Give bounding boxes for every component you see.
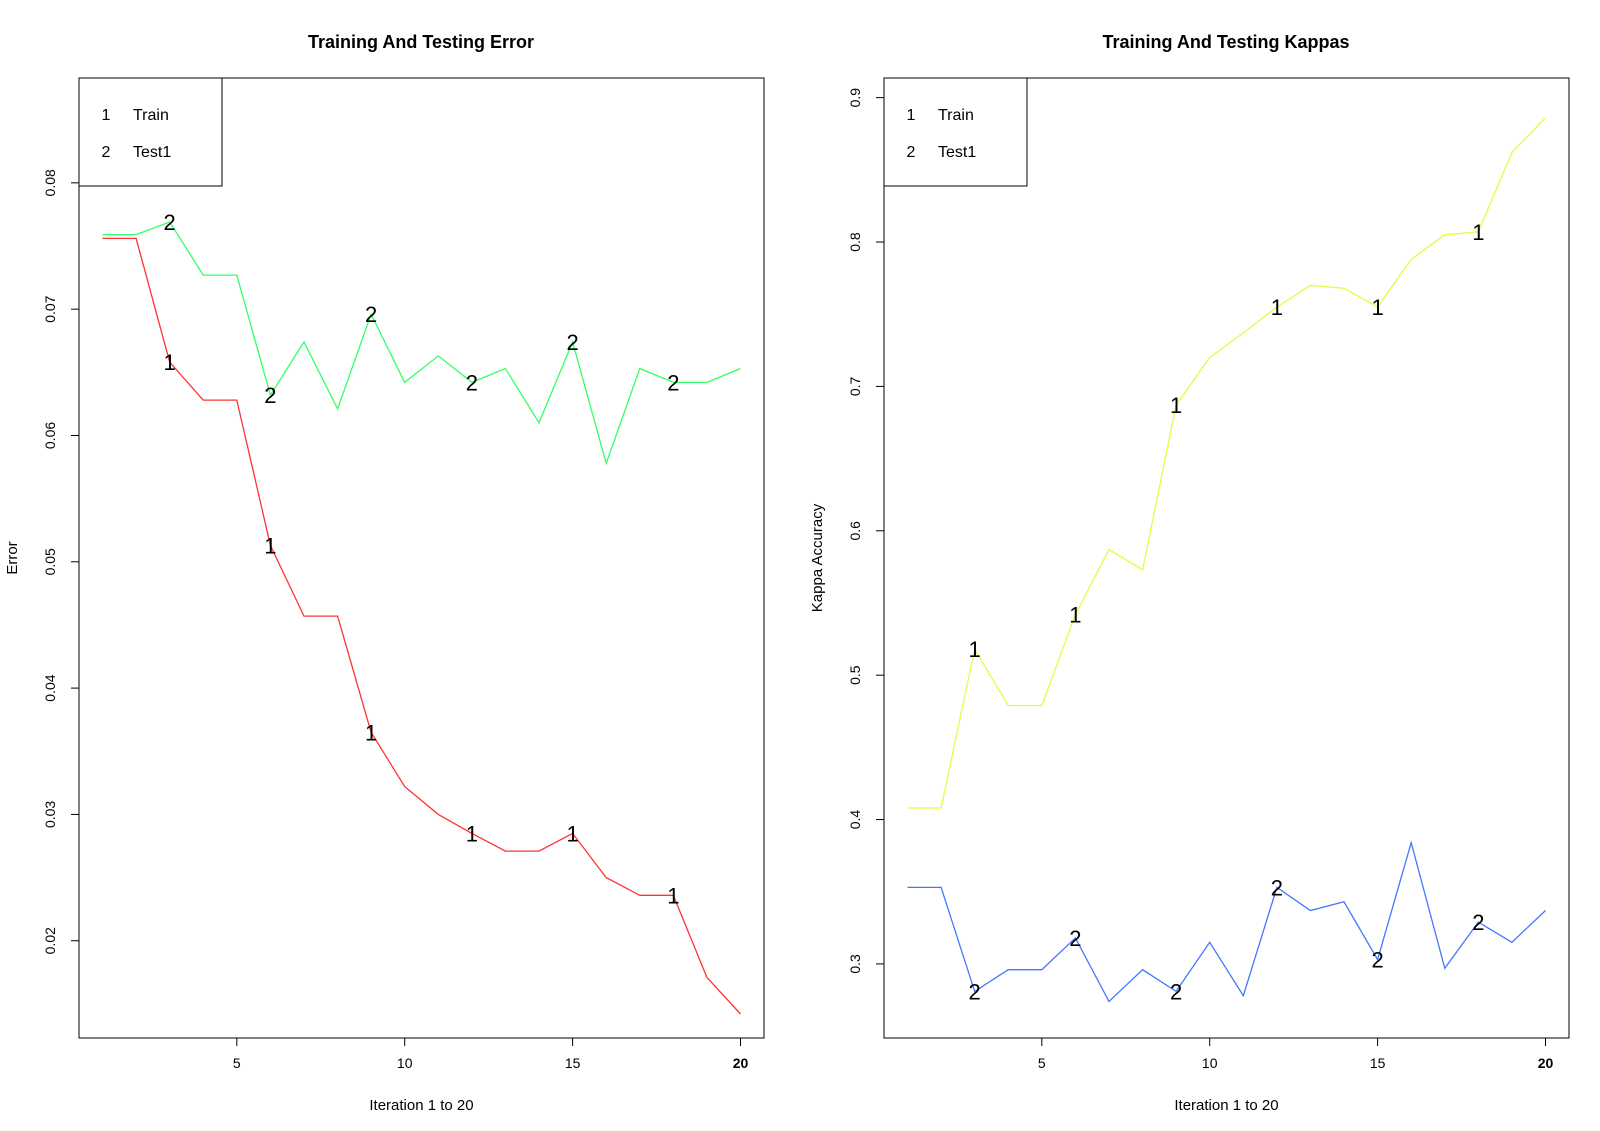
error-chart-panel: Training And Testing Error 5 10 15 20 0.02 0.0… <box>4 32 765 1114</box>
kappa-x-tick-label: 15 <box>1370 1055 1386 1071</box>
error-chart-title: Training And Testing Error <box>308 32 534 52</box>
kappa-series-1-point-marker: 1 <box>1069 603 1081 628</box>
kappa-series-1-point-marker: 1 <box>1170 393 1182 418</box>
error-x-tick-label: 5 <box>233 1055 241 1071</box>
kappa-series-1-point-marker: 1 <box>1271 295 1283 320</box>
kappa-series-1-point-marker: 1 <box>969 637 981 662</box>
error-y-tick-label: 0.05 <box>42 548 58 575</box>
error-y-tick-label: 0.03 <box>42 801 58 828</box>
kappa-y-tick-label: 0.6 <box>847 521 863 541</box>
kappa-y-tick-label: 0.3 <box>847 954 863 974</box>
error-series-2-point-marker: 2 <box>566 330 578 355</box>
error-x-tick-label: 10 <box>397 1055 413 1071</box>
error-series-1-point-marker: 1 <box>466 821 478 846</box>
error-series-1-point-marker: 1 <box>264 533 276 558</box>
error-series-2-line <box>102 221 741 466</box>
kappa-legend-label: Train <box>938 107 974 124</box>
kappa-x-tick-label: 10 <box>1202 1055 1218 1071</box>
kappa-series-2-point-marker: 2 <box>969 979 981 1004</box>
kappa-x-tick-label: 5 <box>1038 1055 1046 1071</box>
error-series-1-point-marker: 1 <box>365 720 377 745</box>
kappa-series-1-point-marker: 1 <box>1371 295 1383 320</box>
error-x-tick-label: 15 <box>565 1055 581 1071</box>
error-x-axis-label: Iteration 1 to 20 <box>369 1097 473 1114</box>
error-legend-box <box>78 77 223 187</box>
kappa-series-2-point-marker: 2 <box>1472 910 1484 935</box>
kappa-series-1-line <box>907 117 1546 809</box>
kappa-chart-title: Training And Testing Kappas <box>1102 32 1349 52</box>
error-legend-symbol: 1 <box>102 107 111 124</box>
kappa-legend-box <box>883 77 1028 187</box>
kappa-legend-label: Test1 <box>938 144 976 161</box>
kappa-legend-symbol: 1 <box>907 107 916 124</box>
error-y-tick-label: 0.04 <box>42 674 58 701</box>
kappa-y-tick-label: 0.5 <box>847 665 863 685</box>
error-series-2-point-marker: 2 <box>164 210 176 235</box>
error-y-tick-label: 0.07 <box>42 295 58 322</box>
kappa-series-2-point-marker: 2 <box>1371 948 1383 973</box>
error-y-tick-label: 0.06 <box>42 422 58 449</box>
kappa-y-axis-label: Kappa Accuracy <box>809 503 826 612</box>
error-y-tick-label: 0.02 <box>42 927 58 954</box>
kappa-legend-symbol: 2 <box>907 144 916 161</box>
kappa-y-tick-label: 0.7 <box>847 376 863 396</box>
error-series-2-point-marker: 2 <box>466 370 478 395</box>
kappa-series-2-line <box>907 840 1546 1003</box>
error-legend-label: Train <box>133 107 169 124</box>
error-x-tick-label: 20 <box>733 1055 749 1071</box>
error-series-1-point-marker: 1 <box>566 821 578 846</box>
kappa-series-2-point-marker: 2 <box>1069 926 1081 951</box>
error-series-1-point-marker: 1 <box>164 350 176 375</box>
error-legend-symbol: 2 <box>102 144 111 161</box>
kappa-series-2-point-marker: 2 <box>1170 979 1182 1004</box>
error-series-1-line <box>102 237 741 1015</box>
error-series-1-point-marker: 1 <box>667 883 679 908</box>
error-legend-label: Test1 <box>133 144 171 161</box>
kappa-plot-frame <box>883 77 1570 1039</box>
kappa-x-tick-label: 20 <box>1538 1055 1554 1071</box>
error-series-2-point-marker: 2 <box>365 302 377 327</box>
error-plot-frame <box>78 77 765 1039</box>
error-y-axis-label: Error <box>4 541 21 574</box>
error-series-2-point-marker: 2 <box>667 370 679 395</box>
kappa-y-tick-label: 0.8 <box>847 232 863 252</box>
kappa-y-tick-label: 0.9 <box>847 88 863 108</box>
kappa-y-tick-label: 0.4 <box>847 810 863 830</box>
kappa-series-1-point-marker: 1 <box>1472 220 1484 245</box>
error-series-2-point-marker: 2 <box>264 383 276 408</box>
kappa-chart-panel: Training And Testing Kappas 5 10 15 20 0.3 0.4… <box>809 32 1570 1114</box>
error-y-tick-label: 0.08 <box>42 169 58 196</box>
kappa-x-axis-label: Iteration 1 to 20 <box>1174 1097 1278 1114</box>
kappa-series-2-point-marker: 2 <box>1271 875 1283 900</box>
